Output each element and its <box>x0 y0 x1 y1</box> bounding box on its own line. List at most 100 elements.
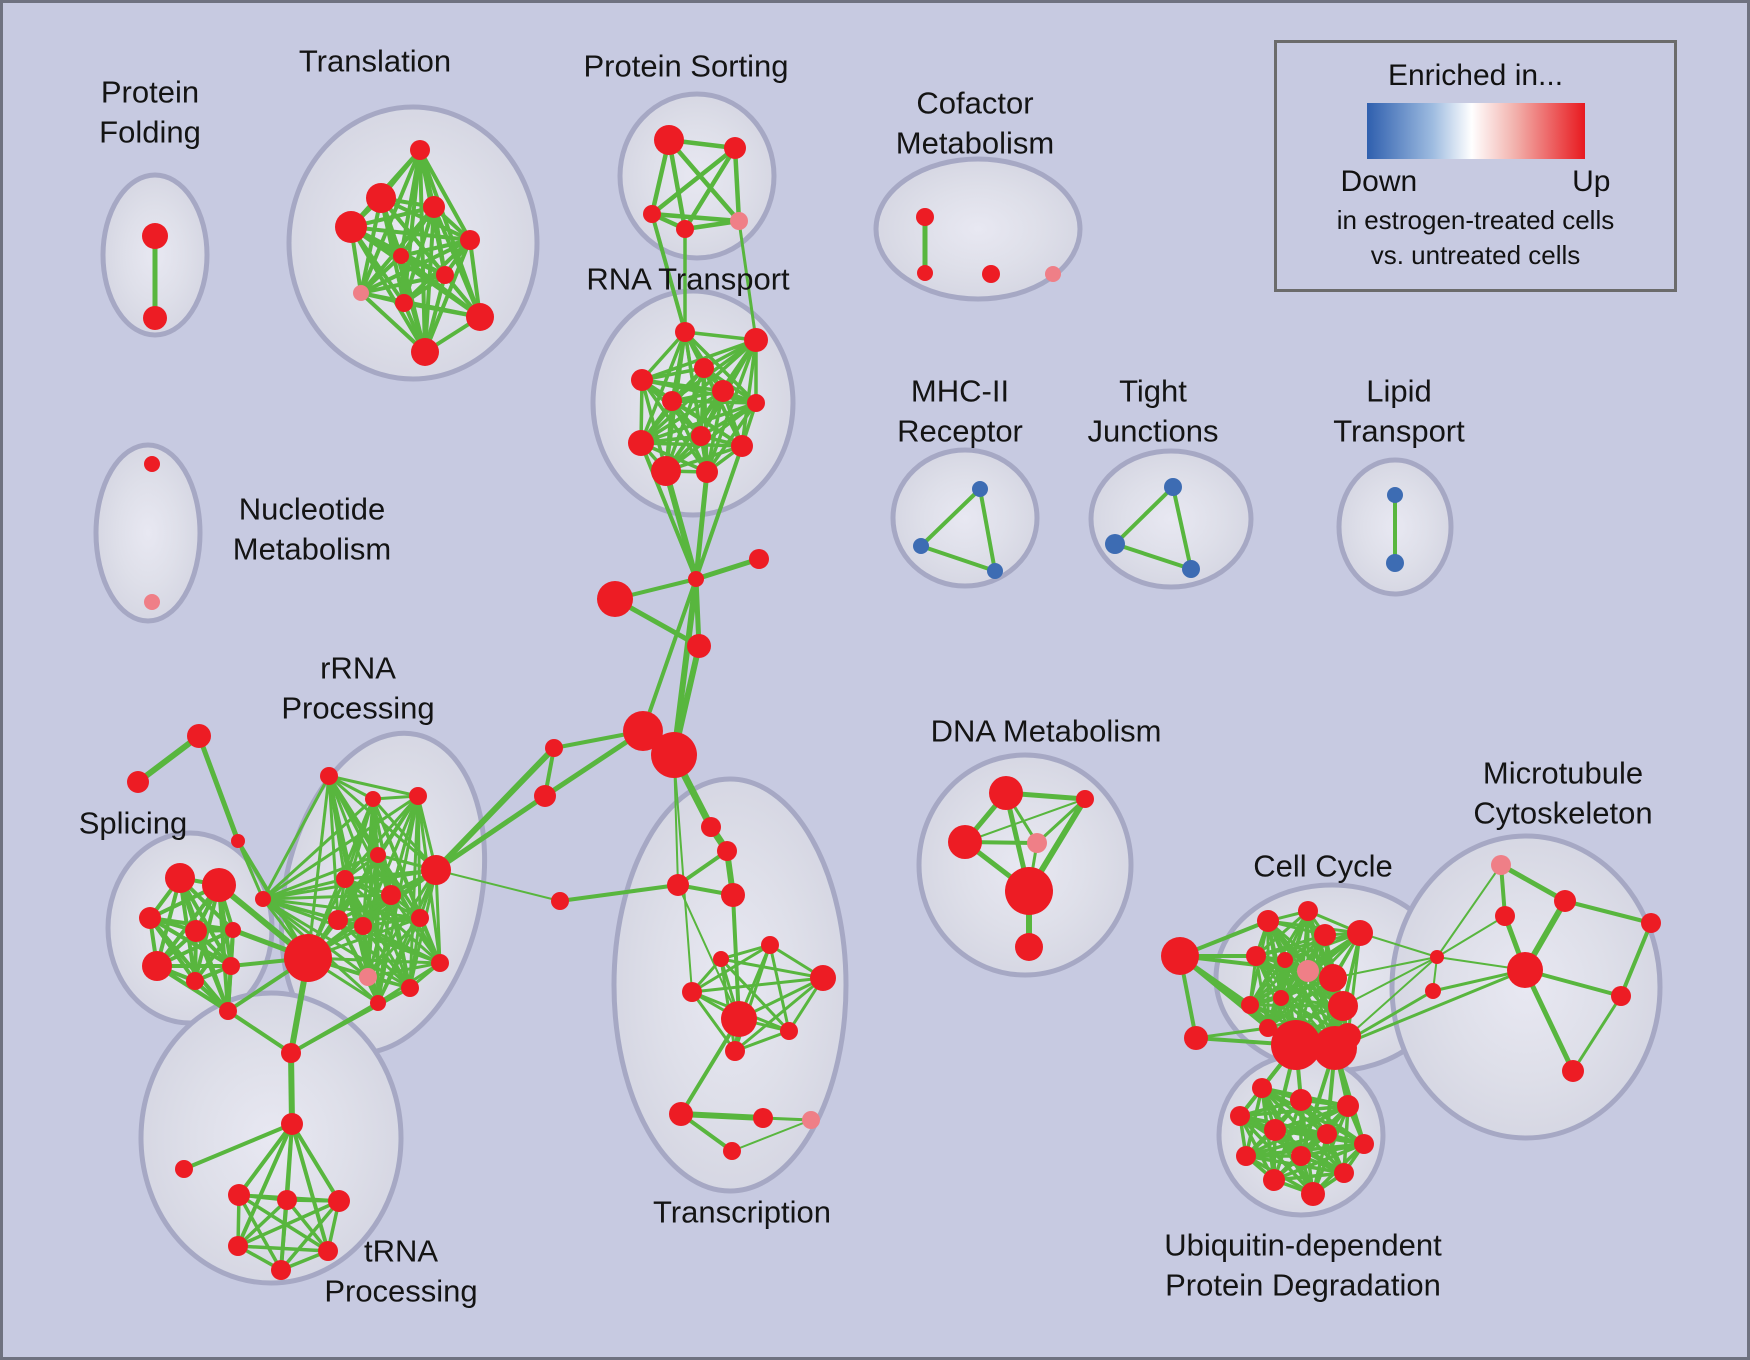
edge <box>285 1198 330 1253</box>
cluster-label-rrna-processing: Processing <box>281 691 434 726</box>
edge <box>399 238 472 258</box>
edge <box>964 798 1086 843</box>
gene-set-node <box>545 739 563 757</box>
gene-set-node <box>1491 855 1511 875</box>
edge <box>919 487 982 548</box>
edge <box>1254 931 1362 958</box>
gene-set-node <box>1105 534 1125 554</box>
edge <box>261 794 420 901</box>
gene-set-node <box>1277 952 1293 968</box>
cluster-label-tight-junctions: Junctions <box>1088 414 1219 449</box>
gene-set-node <box>753 1108 773 1128</box>
edge <box>432 205 482 319</box>
edge <box>359 291 427 354</box>
edge <box>336 797 375 922</box>
cluster-label-tight-junctions: Tight <box>1119 374 1187 409</box>
legend-up-label: Up <box>1572 165 1611 198</box>
cluster-ellipse-nucleotide-metabolism <box>93 442 203 624</box>
edge <box>649 211 742 224</box>
gene-set-node <box>551 892 569 910</box>
cluster-ellipse-mhc-ii-receptor <box>890 447 1040 589</box>
edge <box>1244 1154 1346 1175</box>
gene-set-node <box>1386 554 1404 572</box>
gene-set-node <box>694 358 714 378</box>
gene-set-node <box>724 137 746 159</box>
edge <box>434 868 442 965</box>
edge <box>418 148 472 242</box>
gene-set-node <box>165 863 195 893</box>
edge <box>1333 968 1527 1050</box>
edge <box>261 774 331 901</box>
edge <box>349 225 427 354</box>
edge <box>279 1198 289 1272</box>
gene-set-node <box>747 394 765 412</box>
gene-set-node <box>1015 933 1043 961</box>
edge <box>1563 899 1653 925</box>
edge <box>435 869 561 902</box>
edge <box>196 733 241 844</box>
cluster-label-mhc-ii-receptor: MHC-II <box>911 374 1009 409</box>
gene-set-node <box>1387 487 1403 503</box>
edge <box>639 441 698 581</box>
gene-set-node <box>676 220 694 238</box>
gene-set-node <box>1297 960 1319 982</box>
edge <box>1194 1026 1270 1040</box>
gene-set-node <box>353 285 369 301</box>
edge <box>261 877 347 901</box>
edge <box>237 1122 294 1197</box>
gene-set-node <box>1317 1124 1337 1144</box>
legend-subtitle-2: vs. untreated cells <box>1370 240 1581 270</box>
edge <box>261 897 412 990</box>
edge <box>1571 994 1623 1073</box>
gene-set-node <box>1319 964 1347 992</box>
gene-set-node <box>436 266 454 284</box>
gene-set-node <box>631 369 653 391</box>
edge <box>408 794 420 990</box>
gene-set-node <box>320 767 338 785</box>
cluster-label-trna-processing: Processing <box>324 1274 477 1309</box>
gene-set-node <box>731 435 753 457</box>
gene-set-node <box>651 456 681 486</box>
edge <box>237 1193 283 1272</box>
gene-set-node <box>186 972 204 990</box>
gene-set-node <box>335 211 367 243</box>
edge <box>366 961 442 979</box>
gene-set-node <box>328 1190 350 1212</box>
gene-set-node <box>780 1022 798 1040</box>
edge <box>236 1199 341 1248</box>
gene-set-node <box>231 834 245 848</box>
gene-set-node <box>989 776 1023 810</box>
gene-set-node <box>127 771 149 793</box>
gene-set-node <box>228 1184 250 1206</box>
edge <box>740 338 758 448</box>
gene-set-node <box>721 1001 757 1037</box>
gene-set-node <box>336 870 354 888</box>
edge <box>433 745 557 873</box>
gene-set-node <box>281 1043 301 1063</box>
gene-set-node <box>1641 913 1661 933</box>
edge <box>690 976 825 994</box>
gene-set-node <box>1182 560 1200 578</box>
edge <box>1171 485 1193 571</box>
edge <box>705 401 758 474</box>
edge <box>671 576 699 758</box>
edge <box>733 976 825 1053</box>
edge <box>343 794 420 881</box>
edge <box>135 733 202 785</box>
edge <box>1248 969 1310 1007</box>
edge <box>1619 921 1653 998</box>
gene-set-node <box>1252 1078 1272 1098</box>
gene-set-node <box>810 965 836 991</box>
gene-set-node <box>682 982 702 1002</box>
edge <box>236 1244 330 1253</box>
gene-set-node <box>662 391 682 411</box>
edge <box>433 793 548 873</box>
gene-set-node <box>717 841 737 861</box>
gene-set-node <box>139 907 161 929</box>
gene-set-node <box>1495 906 1515 926</box>
gene-set-node <box>1259 1019 1277 1037</box>
edge <box>682 218 742 232</box>
edge <box>768 943 791 1033</box>
edge <box>359 196 383 295</box>
